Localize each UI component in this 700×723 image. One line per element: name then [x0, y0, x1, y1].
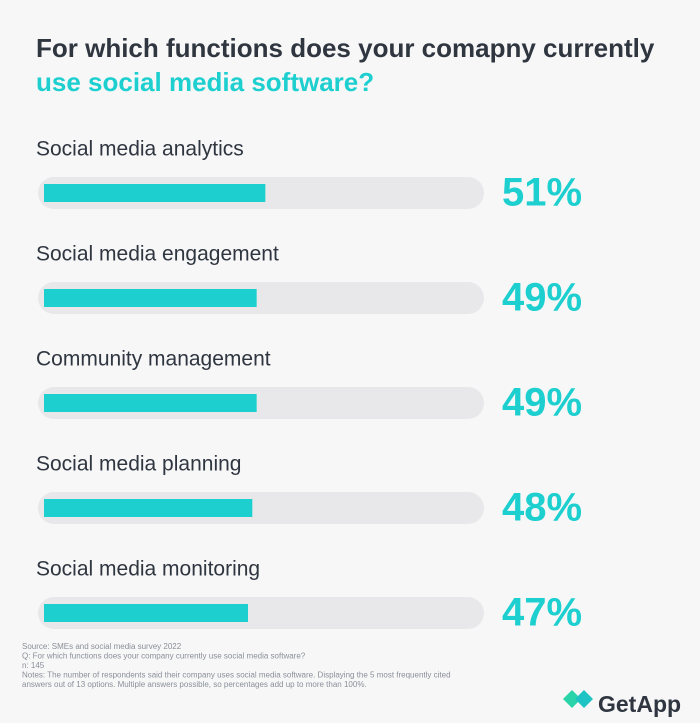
value-label: 51%: [502, 171, 582, 215]
chart-title-highlight: use social media software?: [36, 67, 374, 97]
value-label: 47%: [502, 591, 582, 635]
bar: [44, 289, 257, 307]
logo-icon: [563, 690, 581, 708]
bar: [44, 394, 257, 412]
chart-title: For which functions does your comapny cu…: [36, 33, 655, 63]
value-label: 49%: [502, 381, 582, 425]
bar: [44, 604, 248, 622]
footnote: n: 145: [22, 661, 45, 670]
value-label: 48%: [502, 486, 582, 530]
footnote: answers out of 13 options. Multiple answ…: [22, 680, 367, 689]
value-label: 49%: [502, 276, 582, 320]
bar: [44, 499, 253, 517]
category-label: Community management: [36, 348, 271, 371]
bar: [44, 184, 266, 202]
footnote: Notes: The number of respondents said th…: [22, 671, 451, 680]
footnote: Source: SMEs and social media survey 202…: [22, 642, 182, 651]
logo: GetApp: [563, 690, 681, 717]
category-label: Social media engagement: [36, 243, 279, 266]
category-label: Social media analytics: [36, 138, 244, 161]
category-label: Social media monitoring: [36, 558, 260, 581]
category-label: Social media planning: [36, 453, 241, 476]
logo-text: GetApp: [598, 691, 681, 717]
logo-icon: [575, 690, 593, 708]
footnote: Q: For which functions does your company…: [22, 652, 306, 661]
